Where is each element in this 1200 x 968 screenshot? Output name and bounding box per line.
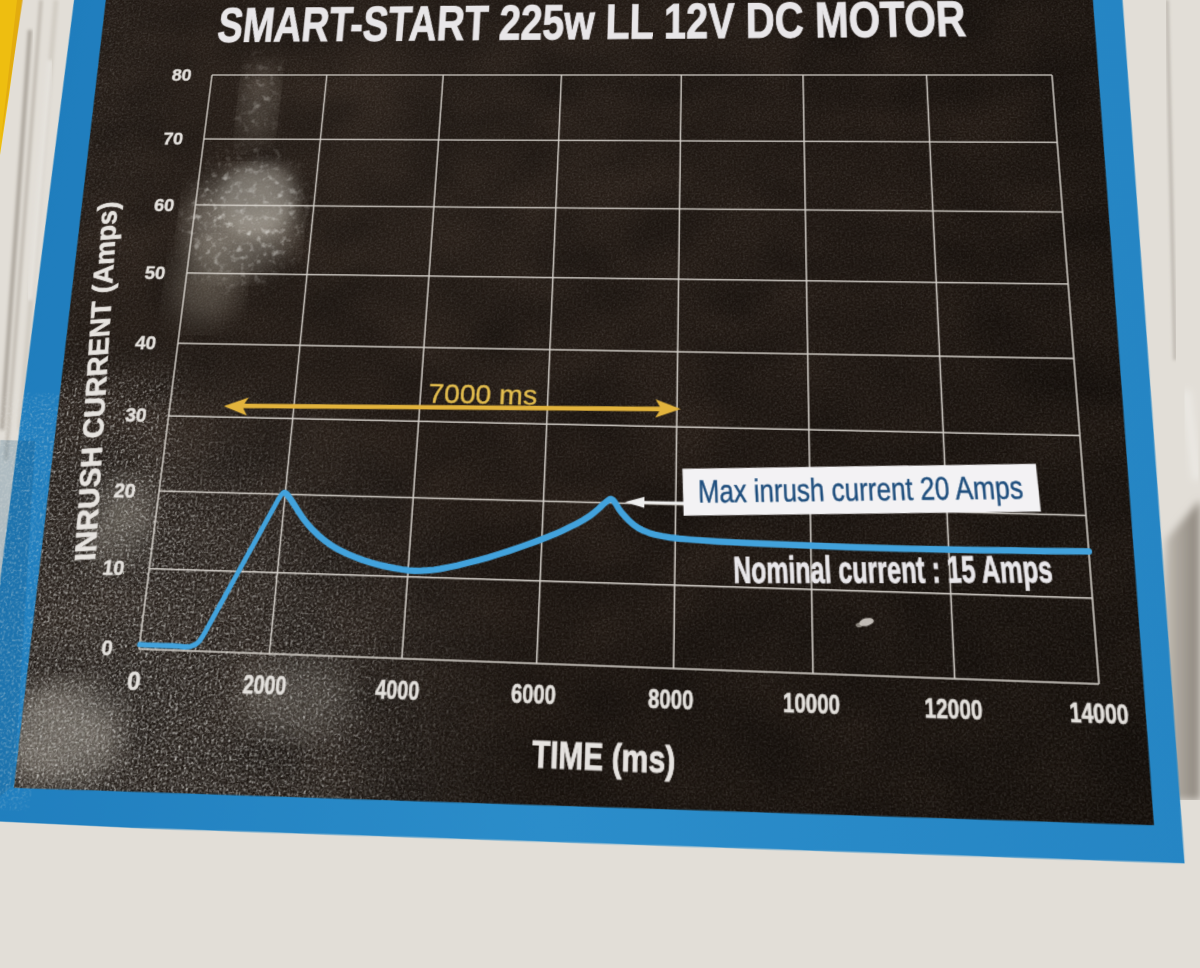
svg-text:80: 80 bbox=[171, 67, 193, 85]
svg-text:20: 20 bbox=[113, 480, 137, 502]
svg-text:TIME (ms): TIME (ms) bbox=[531, 733, 676, 782]
svg-text:SMART-START 225w LL 12V DC MOT: SMART-START 225w LL 12V DC MOTOR bbox=[215, 0, 967, 53]
svg-text:10000: 10000 bbox=[783, 690, 841, 721]
svg-text:12000: 12000 bbox=[924, 695, 984, 727]
svg-text:50: 50 bbox=[143, 264, 166, 284]
svg-text:60: 60 bbox=[153, 196, 176, 215]
svg-text:40: 40 bbox=[134, 333, 158, 354]
svg-text:2000: 2000 bbox=[241, 672, 287, 702]
svg-text:70: 70 bbox=[162, 130, 184, 149]
svg-text:8000: 8000 bbox=[648, 686, 694, 716]
svg-text:0: 0 bbox=[100, 637, 114, 661]
svg-text:14000: 14000 bbox=[1069, 700, 1131, 732]
svg-text:10: 10 bbox=[101, 557, 126, 580]
svg-text:4000: 4000 bbox=[374, 677, 420, 707]
svg-text:0: 0 bbox=[125, 669, 142, 697]
svg-text:6000: 6000 bbox=[510, 681, 556, 711]
svg-text:7000 ms: 7000 ms bbox=[427, 379, 538, 411]
svg-text:30: 30 bbox=[124, 405, 148, 427]
svg-text:Nominal current : 15 Amps: Nominal current : 15 Amps bbox=[733, 549, 1055, 592]
svg-text:Max inrush current 20 Amps: Max inrush current 20 Amps bbox=[697, 471, 1024, 510]
